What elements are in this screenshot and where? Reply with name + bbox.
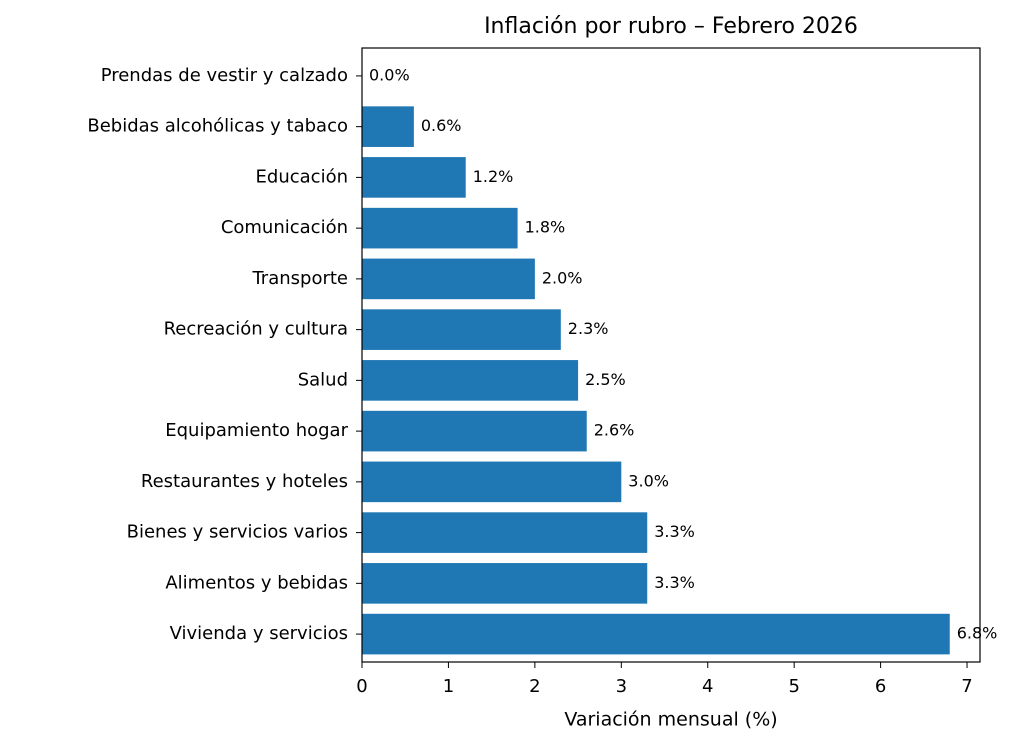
- bar: [362, 207, 518, 249]
- y-tick-label: Salud: [298, 369, 348, 390]
- bar: [362, 258, 535, 300]
- chart-title: Inflación por rubro – Febrero 2026: [484, 14, 858, 39]
- value-label: 0.6%: [421, 116, 462, 135]
- y-tick-label: Prendas de vestir y calzado: [101, 65, 348, 86]
- value-label: 1.2%: [473, 167, 514, 186]
- y-tick-label: Restaurantes y hoteles: [141, 471, 348, 492]
- y-tick-label: Recreación y cultura: [164, 319, 348, 340]
- bar: [362, 512, 648, 553]
- bar: [362, 613, 950, 655]
- bar: [362, 410, 587, 452]
- bar: [362, 461, 622, 503]
- y-tick-label: Educación: [256, 166, 348, 187]
- value-label: 6.8%: [957, 624, 998, 643]
- value-label: 0.0%: [369, 65, 410, 84]
- value-label: 2.5%: [585, 370, 626, 389]
- value-label: 2.3%: [568, 319, 609, 338]
- x-tick-label: 1: [443, 676, 454, 697]
- value-label: 3.0%: [628, 471, 669, 490]
- x-tick-label: 5: [788, 676, 799, 697]
- bar: [362, 309, 561, 350]
- x-tick-label: 3: [616, 676, 627, 697]
- value-label: 3.3%: [654, 573, 695, 592]
- value-label: 2.0%: [542, 268, 583, 287]
- bar: [362, 563, 648, 604]
- y-tick-label: Bebidas alcohólicas y tabaco: [87, 116, 348, 137]
- bar: [362, 106, 414, 147]
- x-tick-label: 0: [356, 676, 367, 697]
- x-axis-label: Variación mensual (%): [564, 709, 777, 731]
- y-tick-label: Alimentos y bebidas: [165, 572, 348, 593]
- y-tick-label: Transporte: [251, 268, 348, 289]
- value-label: 1.8%: [525, 218, 566, 237]
- x-tick-label: 2: [529, 676, 540, 697]
- value-label: 3.3%: [654, 522, 695, 541]
- x-tick-label: 4: [702, 676, 713, 697]
- y-tick-label: Bienes y servicios varios: [127, 522, 348, 543]
- y-tick-label: Comunicación: [221, 217, 348, 238]
- y-tick-label: Equipamiento hogar: [165, 420, 348, 441]
- bar: [362, 360, 579, 401]
- bar: [362, 157, 466, 198]
- x-tick-label: 6: [875, 676, 886, 697]
- plot-frame: [361, 47, 981, 663]
- value-label: 2.6%: [594, 421, 635, 440]
- x-tick-label: 7: [961, 676, 972, 697]
- y-tick-label: Vivienda y servicios: [170, 623, 348, 644]
